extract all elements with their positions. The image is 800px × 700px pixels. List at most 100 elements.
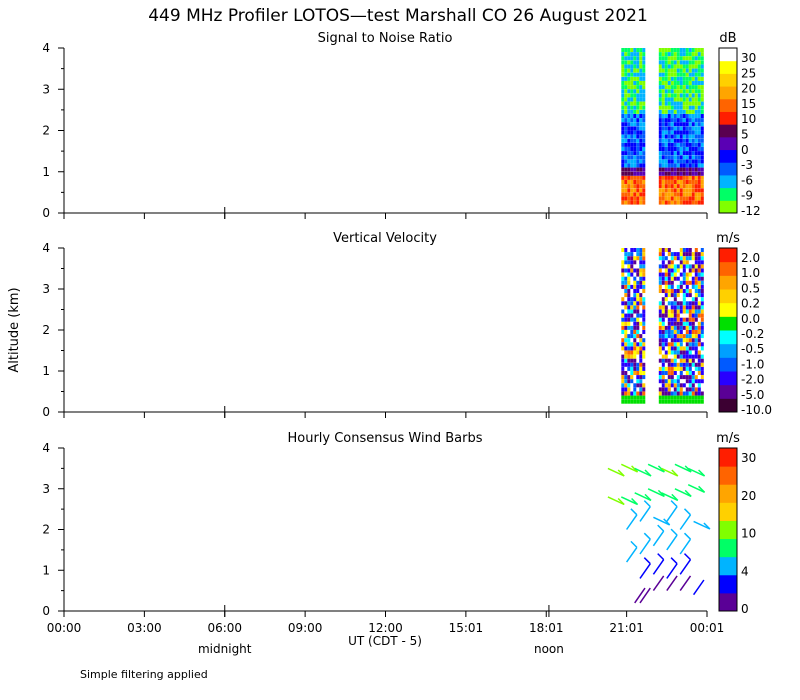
heatmap-cell	[661, 122, 665, 127]
heatmap-cell	[685, 163, 689, 168]
heatmap-cell	[658, 248, 662, 252]
heatmap-cell	[670, 383, 674, 388]
heatmap-cell	[673, 48, 677, 52]
wind-barb-flag	[683, 532, 692, 540]
heatmap-cell	[627, 122, 631, 127]
heatmap-cell	[688, 325, 692, 330]
heatmap-cell	[636, 248, 640, 252]
heatmap-cell	[676, 48, 680, 52]
heatmap-cell	[691, 81, 695, 85]
heatmap-cell	[667, 350, 671, 355]
heatmap-cell	[624, 89, 628, 94]
marker-label: noon	[534, 642, 564, 656]
heatmap-cell	[688, 387, 692, 392]
heatmap-cell	[630, 130, 634, 135]
heatmap-cell	[621, 362, 625, 367]
heatmap-cell	[697, 252, 701, 257]
heatmap-cell	[673, 383, 677, 388]
heatmap-cell	[673, 109, 677, 114]
heatmap-cell	[630, 93, 634, 98]
heatmap-cell	[642, 297, 646, 302]
heatmap-cell	[667, 346, 671, 351]
heatmap-cell	[691, 89, 695, 94]
heatmap-cell	[679, 256, 683, 261]
heatmap-cell	[694, 60, 698, 65]
wind-barb	[647, 488, 665, 498]
heatmap-cell	[639, 260, 643, 265]
heatmap-cell	[658, 130, 662, 135]
heatmap-cell	[633, 334, 637, 339]
heatmap-cell	[621, 280, 625, 285]
heatmap-cell	[694, 93, 698, 98]
heatmap-cell	[667, 313, 671, 318]
heatmap-cell	[676, 346, 680, 351]
heatmap-cell	[685, 184, 689, 189]
colorbar-label: 20	[741, 82, 756, 96]
heatmap-cell	[670, 284, 674, 289]
heatmap-cell	[664, 256, 668, 261]
heatmap-cell	[697, 109, 701, 114]
heatmap-cell	[658, 342, 662, 347]
heatmap-cell	[621, 321, 625, 326]
wind-barb-flag	[657, 553, 665, 561]
colorbar-label: -2.0	[741, 373, 764, 387]
heatmap-cell	[679, 192, 683, 197]
heatmap-cell	[700, 76, 704, 81]
heatmap-cell	[697, 188, 701, 193]
panel-2: Vertical Velocity01234m/s2.01.00.50.20.0…	[42, 231, 772, 419]
heatmap-cell	[673, 93, 677, 98]
heatmap-cell	[697, 325, 701, 330]
heatmap-cell	[658, 284, 662, 289]
heatmap-cell	[685, 60, 689, 65]
heatmap-cell	[682, 293, 686, 298]
heatmap-cell	[682, 309, 686, 314]
heatmap-cell	[697, 147, 701, 151]
heatmap-cell	[700, 358, 704, 363]
heatmap-cell	[667, 252, 671, 257]
colorbar-label: 4	[741, 564, 749, 578]
heatmap-cell	[673, 97, 677, 102]
heatmap-cell	[658, 89, 662, 94]
heatmap-cell	[685, 192, 689, 197]
heatmap-cell	[642, 118, 646, 123]
heatmap-cell	[682, 301, 686, 306]
heatmap-cell	[664, 200, 668, 205]
heatmap-cell	[642, 317, 646, 322]
heatmap-cell	[621, 272, 625, 277]
heatmap-cell	[624, 200, 628, 205]
heatmap-cell	[700, 175, 704, 180]
heatmap-cell	[691, 200, 695, 205]
heatmap-cell	[642, 188, 646, 193]
heatmap-cell	[621, 48, 625, 52]
heatmap-cell	[658, 122, 662, 127]
heatmap-cell	[676, 325, 680, 330]
heatmap-cell	[621, 81, 625, 85]
heatmap-cell	[679, 163, 683, 168]
colorbar-frame	[718, 447, 738, 612]
heatmap-cell	[639, 155, 643, 160]
heatmap-cell	[627, 159, 631, 164]
heatmap-cell	[624, 358, 628, 363]
heatmap-cell	[682, 375, 686, 380]
heatmap-cell	[685, 325, 689, 330]
heatmap-cell	[636, 325, 640, 330]
heatmap-cell	[670, 305, 674, 310]
wind-barb	[620, 463, 638, 473]
heatmap-cell	[642, 142, 646, 147]
heatmap-cell	[624, 163, 628, 168]
heatmap-cell	[639, 142, 643, 147]
heatmap-cell	[697, 358, 701, 363]
heatmap-cell	[688, 358, 692, 363]
heatmap-cell	[673, 85, 677, 90]
heatmap-cell	[694, 122, 698, 127]
heatmap-cell	[667, 56, 671, 61]
heatmap-cell	[679, 130, 683, 135]
heatmap-cell	[682, 276, 686, 281]
heatmap-cell	[636, 151, 640, 156]
heatmap-cell	[642, 171, 646, 176]
heatmap-cell	[691, 280, 695, 285]
heatmap-cell	[682, 317, 686, 322]
heatmap-cell	[676, 184, 680, 189]
heatmap-cell	[658, 151, 662, 156]
heatmap-cell	[694, 297, 698, 302]
